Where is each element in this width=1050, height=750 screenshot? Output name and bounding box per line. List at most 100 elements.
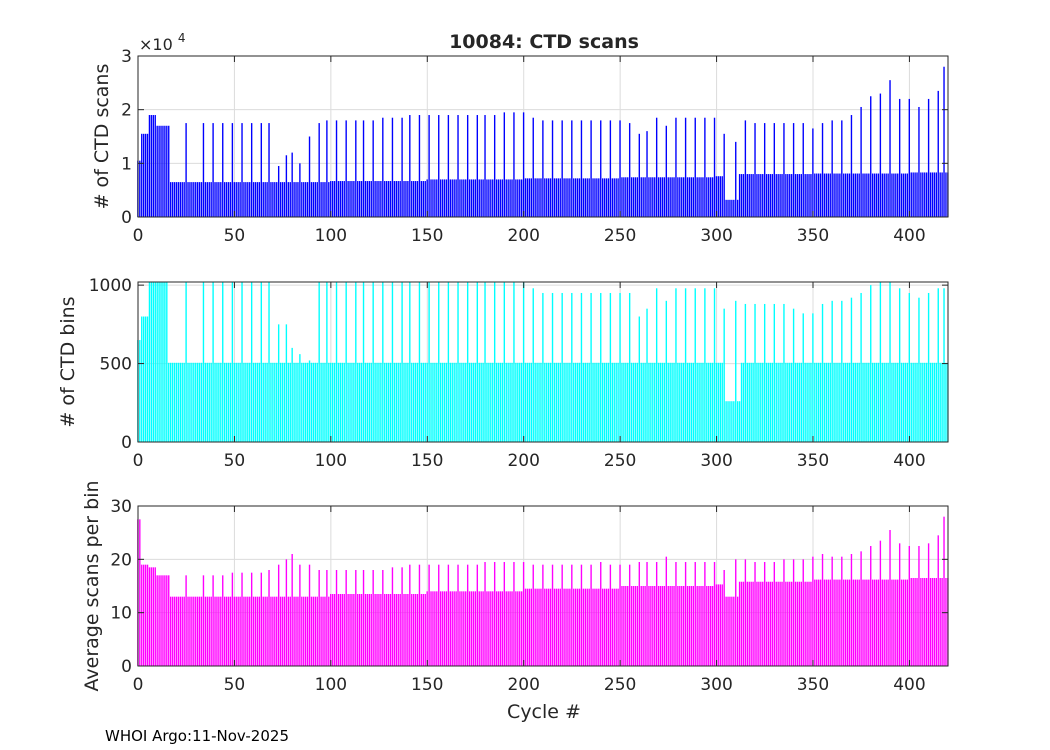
bar bbox=[920, 578, 922, 666]
bar bbox=[220, 362, 222, 442]
bar bbox=[486, 179, 488, 217]
bar bbox=[249, 182, 251, 217]
bar bbox=[272, 182, 274, 217]
bar bbox=[538, 362, 540, 442]
bar bbox=[274, 596, 276, 666]
bar bbox=[833, 173, 835, 217]
bar bbox=[682, 177, 685, 217]
bar bbox=[312, 362, 315, 442]
bar bbox=[592, 588, 594, 666]
bar bbox=[484, 562, 486, 666]
bar bbox=[152, 282, 155, 442]
bar bbox=[141, 564, 143, 666]
bar bbox=[412, 594, 415, 666]
bar bbox=[438, 282, 440, 442]
bar bbox=[920, 362, 922, 442]
bar bbox=[640, 177, 642, 217]
bar bbox=[684, 562, 687, 666]
bar bbox=[266, 362, 268, 442]
bar bbox=[183, 596, 185, 666]
x-tick-label: 0 bbox=[133, 451, 144, 471]
bar bbox=[424, 594, 426, 666]
bar bbox=[445, 362, 448, 442]
bar bbox=[208, 362, 210, 442]
bar bbox=[409, 564, 411, 666]
bar bbox=[337, 594, 340, 666]
bar bbox=[810, 174, 812, 217]
y-tick-label: 3 bbox=[121, 47, 132, 67]
bar bbox=[511, 179, 513, 217]
bar bbox=[330, 181, 332, 217]
bar bbox=[218, 596, 220, 666]
bar bbox=[353, 362, 355, 442]
bar bbox=[866, 362, 868, 442]
bar bbox=[706, 586, 708, 666]
bar bbox=[875, 173, 878, 217]
bar bbox=[183, 182, 185, 217]
bar bbox=[628, 292, 631, 442]
bar bbox=[372, 120, 374, 217]
bar bbox=[436, 591, 438, 666]
bar bbox=[762, 362, 764, 442]
bar bbox=[709, 586, 712, 666]
bar bbox=[387, 181, 390, 217]
bar bbox=[351, 181, 353, 217]
bar bbox=[895, 579, 897, 666]
bar bbox=[447, 115, 450, 217]
y-tick-label: 2 bbox=[121, 101, 132, 121]
bar bbox=[918, 106, 920, 217]
bar bbox=[775, 362, 777, 442]
bar bbox=[453, 179, 455, 217]
bar bbox=[189, 362, 191, 442]
bar bbox=[713, 562, 716, 666]
bar bbox=[397, 181, 399, 217]
bar bbox=[160, 125, 162, 217]
x-tick-label: 400 bbox=[893, 451, 925, 471]
bar bbox=[339, 362, 342, 442]
bar bbox=[484, 282, 486, 442]
bar bbox=[794, 362, 797, 442]
bar bbox=[686, 362, 689, 442]
bar bbox=[787, 362, 789, 442]
bar bbox=[443, 362, 446, 442]
bar bbox=[422, 362, 425, 442]
bar bbox=[258, 182, 261, 217]
bar bbox=[530, 362, 533, 442]
bar bbox=[468, 362, 471, 442]
bar bbox=[943, 66, 945, 217]
bar bbox=[638, 316, 641, 442]
bar bbox=[746, 174, 749, 217]
bar bbox=[368, 181, 371, 217]
bar bbox=[885, 579, 887, 666]
bar bbox=[690, 177, 693, 217]
bar bbox=[586, 588, 588, 666]
bar bbox=[160, 575, 162, 666]
bar bbox=[393, 181, 396, 217]
bar bbox=[547, 178, 550, 217]
bar bbox=[829, 362, 831, 442]
bar bbox=[372, 282, 374, 442]
bar bbox=[823, 579, 826, 666]
bar bbox=[320, 596, 322, 666]
bar bbox=[700, 362, 702, 442]
bar bbox=[848, 579, 851, 666]
bar bbox=[202, 123, 205, 217]
bar bbox=[351, 362, 353, 442]
bar bbox=[827, 173, 830, 217]
bar bbox=[873, 579, 876, 666]
bar bbox=[399, 362, 401, 442]
x-tick-label: 300 bbox=[700, 675, 732, 695]
bar bbox=[580, 564, 583, 666]
bar bbox=[692, 586, 695, 666]
bar bbox=[792, 308, 795, 442]
bar bbox=[470, 362, 473, 442]
bar bbox=[941, 578, 943, 666]
bar bbox=[578, 588, 581, 666]
bar bbox=[426, 362, 428, 442]
bar bbox=[879, 282, 882, 442]
bar bbox=[582, 588, 585, 666]
bar bbox=[771, 581, 774, 666]
bar bbox=[403, 594, 405, 666]
bar bbox=[601, 588, 604, 666]
